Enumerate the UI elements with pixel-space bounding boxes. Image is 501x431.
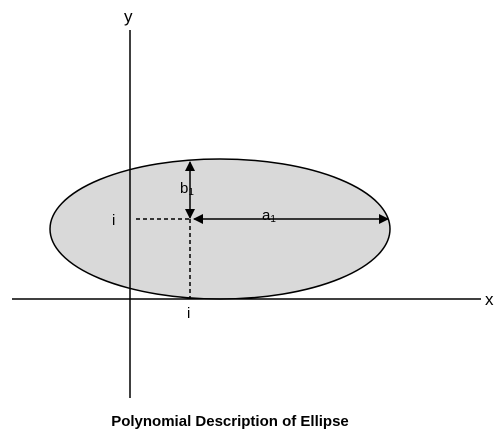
semi-major-symbol: a <box>262 207 271 224</box>
y-axis-label: y <box>124 7 133 26</box>
semi-major-label: a1 <box>262 207 276 225</box>
semi-minor-symbol: b <box>180 180 188 197</box>
ellipse-shape <box>49 158 391 300</box>
x-axis-label: x <box>485 290 494 309</box>
semi-minor-subscript: 1 <box>188 187 194 198</box>
diagram-caption: Polynomial Description of Ellipse <box>111 413 349 430</box>
center-y-marker: i <box>112 212 115 229</box>
center-x-marker: i <box>187 305 190 322</box>
semi-minor-label: b1 <box>180 180 194 198</box>
semi-major-subscript: 1 <box>270 214 276 225</box>
